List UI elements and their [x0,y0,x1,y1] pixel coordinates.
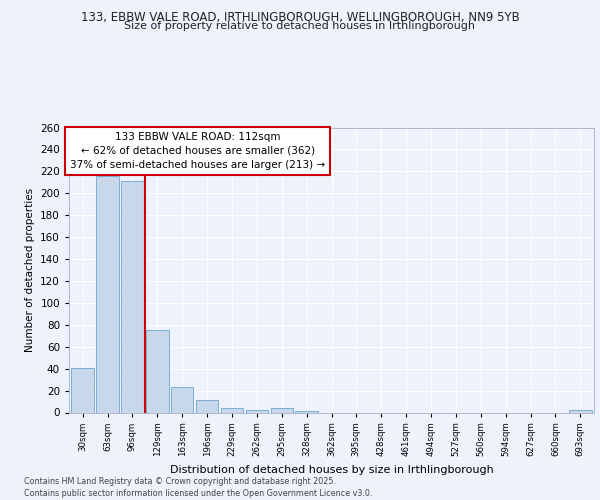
Text: Contains HM Land Registry data © Crown copyright and database right 2025.
Contai: Contains HM Land Registry data © Crown c… [24,476,373,498]
Bar [121,181,143,412]
Y-axis label: Number of detached properties: Number of detached properties [25,188,35,352]
Bar [97,176,119,412]
Bar [146,330,169,412]
Bar [171,388,193,412]
Bar [569,410,592,412]
X-axis label: Distribution of detached houses by size in Irthlingborough: Distribution of detached houses by size … [170,464,493,474]
Text: 133, EBBW VALE ROAD, IRTHLINGBOROUGH, WELLINGBOROUGH, NN9 5YB: 133, EBBW VALE ROAD, IRTHLINGBOROUGH, WE… [80,11,520,24]
Bar [196,400,218,412]
Bar [71,368,94,412]
Bar [271,408,293,412]
Bar [245,410,268,412]
Text: Size of property relative to detached houses in Irthlingborough: Size of property relative to detached ho… [125,21,476,31]
Bar [221,408,243,412]
Text: 133 EBBW VALE ROAD: 112sqm
← 62% of detached houses are smaller (362)
37% of sem: 133 EBBW VALE ROAD: 112sqm ← 62% of deta… [70,132,325,170]
